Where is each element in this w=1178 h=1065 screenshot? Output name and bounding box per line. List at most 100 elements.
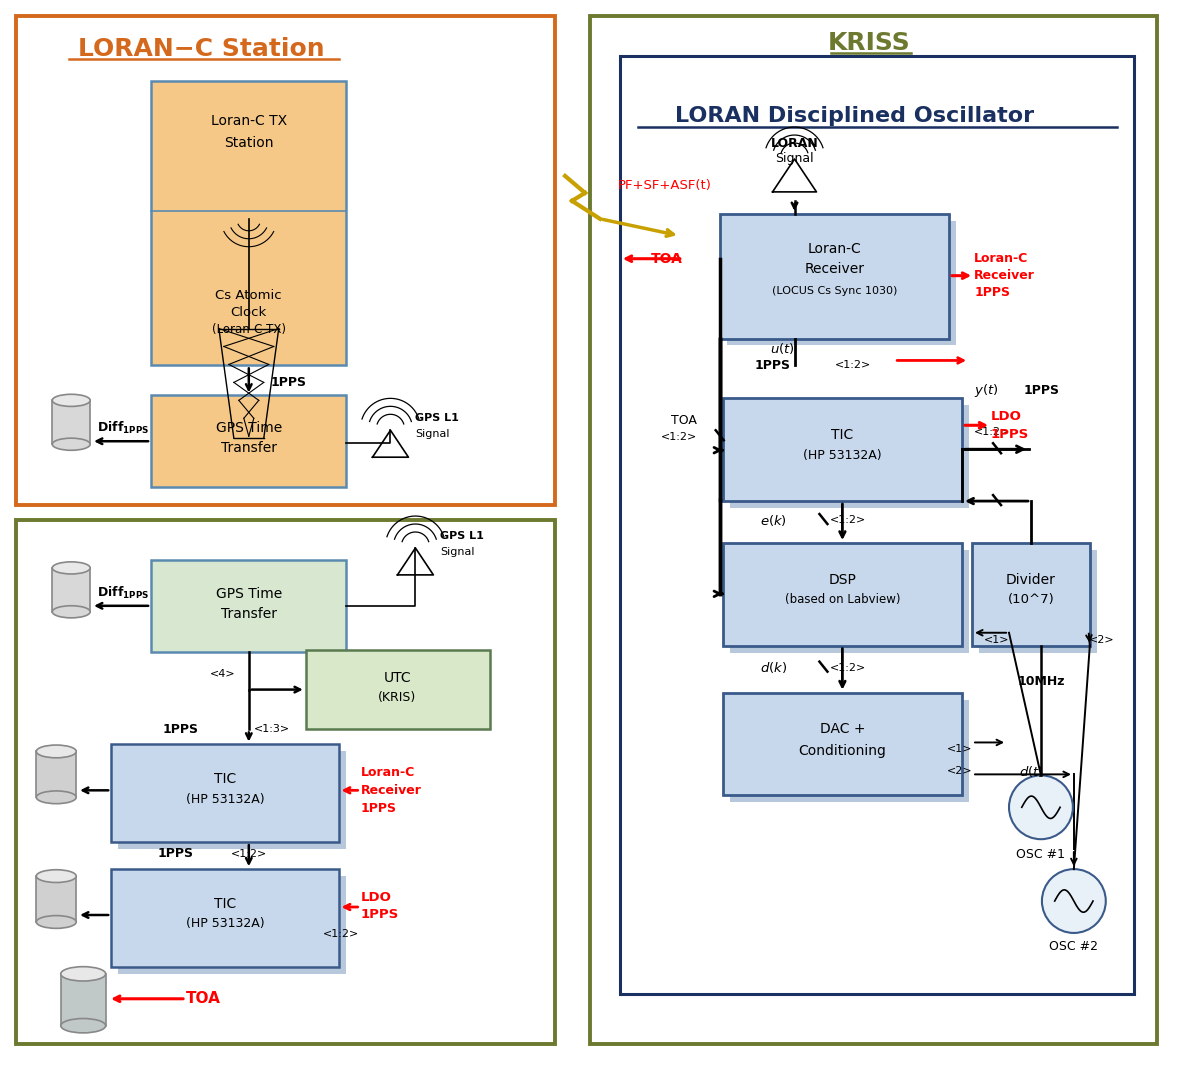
- Text: LORAN Disciplined Oscillator: LORAN Disciplined Oscillator: [675, 106, 1034, 126]
- Text: <1>: <1>: [947, 744, 972, 754]
- Text: (based on Labview): (based on Labview): [785, 593, 900, 606]
- Text: $e(k)$: $e(k)$: [760, 512, 787, 527]
- FancyBboxPatch shape: [722, 543, 962, 645]
- Text: Diff$_\mathregular{1PPS}$: Diff$_\mathregular{1PPS}$: [97, 585, 150, 601]
- Text: (Loran-C TX): (Loran-C TX): [212, 323, 286, 337]
- Text: (HP 53132A): (HP 53132A): [803, 448, 881, 462]
- FancyBboxPatch shape: [151, 81, 345, 365]
- Text: DAC +: DAC +: [820, 722, 865, 737]
- Text: 1PPS: 1PPS: [360, 802, 397, 815]
- Polygon shape: [52, 400, 91, 444]
- Text: UTC: UTC: [384, 671, 411, 685]
- Text: 1PPS: 1PPS: [360, 908, 399, 921]
- Text: Receiver: Receiver: [805, 262, 865, 276]
- Ellipse shape: [37, 746, 77, 758]
- Polygon shape: [37, 876, 77, 922]
- FancyBboxPatch shape: [590, 16, 1157, 1044]
- Text: <1>: <1>: [984, 635, 1010, 644]
- Ellipse shape: [52, 394, 91, 407]
- Text: TIC: TIC: [213, 897, 236, 911]
- Text: (HP 53132A): (HP 53132A): [186, 792, 264, 806]
- Text: (10^7): (10^7): [1007, 593, 1054, 606]
- Ellipse shape: [61, 1018, 106, 1033]
- FancyBboxPatch shape: [620, 56, 1133, 994]
- Text: GPS Time: GPS Time: [216, 422, 282, 436]
- Text: <1:2>: <1:2>: [661, 432, 696, 442]
- FancyBboxPatch shape: [151, 395, 345, 487]
- FancyBboxPatch shape: [720, 214, 949, 339]
- Text: $d(k)$: $d(k)$: [760, 660, 787, 675]
- FancyBboxPatch shape: [305, 650, 490, 730]
- Text: Signal: Signal: [441, 547, 475, 557]
- Text: LDO: LDO: [360, 890, 391, 903]
- Text: PF+SF+ASF(t): PF+SF+ASF(t): [618, 179, 712, 193]
- Text: 1PPS: 1PPS: [1024, 383, 1060, 397]
- FancyBboxPatch shape: [111, 744, 338, 842]
- FancyBboxPatch shape: [729, 700, 969, 802]
- Polygon shape: [52, 568, 91, 611]
- Text: $y(t)$: $y(t)$: [974, 382, 999, 399]
- Text: $u(t)$: $u(t)$: [769, 341, 794, 356]
- Text: TIC: TIC: [832, 428, 854, 442]
- FancyBboxPatch shape: [979, 550, 1097, 653]
- Text: TOA: TOA: [186, 992, 220, 1006]
- Text: <1:2>: <1:2>: [829, 515, 866, 525]
- Polygon shape: [37, 752, 77, 798]
- Text: Cs Atomic: Cs Atomic: [216, 289, 282, 302]
- Text: TIC: TIC: [213, 772, 236, 786]
- Text: 10MHz: 10MHz: [1017, 675, 1065, 688]
- Text: DSP: DSP: [828, 573, 856, 587]
- FancyBboxPatch shape: [972, 543, 1090, 645]
- Text: Divider: Divider: [1006, 573, 1055, 587]
- Text: Receiver: Receiver: [360, 784, 422, 797]
- Ellipse shape: [37, 916, 77, 929]
- Ellipse shape: [37, 791, 77, 804]
- Text: GPS L1: GPS L1: [441, 531, 484, 541]
- Text: Transfer: Transfer: [220, 441, 277, 455]
- Text: Diff$_\mathregular{1PPS}$: Diff$_\mathregular{1PPS}$: [97, 421, 150, 437]
- Ellipse shape: [52, 606, 91, 618]
- FancyBboxPatch shape: [118, 752, 345, 849]
- Text: (KRIS): (KRIS): [378, 691, 417, 704]
- FancyBboxPatch shape: [729, 406, 969, 508]
- Text: <4>: <4>: [210, 669, 236, 678]
- Text: OSC #2: OSC #2: [1050, 940, 1098, 953]
- Text: GPS Time: GPS Time: [216, 587, 282, 601]
- Text: LORAN: LORAN: [770, 136, 819, 149]
- Text: Loran-C: Loran-C: [808, 242, 861, 256]
- Text: 1PPS: 1PPS: [163, 723, 199, 736]
- Text: 1PPS: 1PPS: [158, 847, 194, 859]
- Text: Transfer: Transfer: [220, 607, 277, 621]
- Text: LORAN−C Station: LORAN−C Station: [78, 37, 324, 62]
- Text: (LOCUS Cs Sync 1030): (LOCUS Cs Sync 1030): [772, 285, 898, 296]
- Text: 1PPS: 1PPS: [755, 359, 790, 372]
- Polygon shape: [61, 973, 106, 1026]
- FancyBboxPatch shape: [151, 560, 345, 652]
- Text: Signal: Signal: [775, 152, 814, 165]
- FancyBboxPatch shape: [118, 876, 345, 973]
- Text: Loran-C: Loran-C: [360, 766, 415, 779]
- Text: <1:2>: <1:2>: [834, 360, 871, 371]
- Text: <1:2>: <1:2>: [323, 929, 359, 939]
- Text: Conditioning: Conditioning: [799, 744, 886, 758]
- Ellipse shape: [37, 870, 77, 883]
- Circle shape: [1041, 869, 1106, 933]
- Text: <1:2>: <1:2>: [829, 662, 866, 673]
- Text: LDO: LDO: [991, 410, 1023, 423]
- Ellipse shape: [61, 967, 106, 981]
- Text: <2>: <2>: [946, 767, 972, 776]
- Text: Clock: Clock: [231, 306, 267, 320]
- Text: Receiver: Receiver: [974, 269, 1035, 282]
- Text: <2>: <2>: [1088, 635, 1114, 644]
- Text: TOA: TOA: [670, 414, 696, 427]
- Text: <1:2>: <1:2>: [231, 849, 267, 859]
- Text: Station: Station: [224, 136, 273, 150]
- Text: 1PPS: 1PPS: [991, 428, 1030, 441]
- Text: OSC #1: OSC #1: [1017, 848, 1065, 861]
- Ellipse shape: [52, 438, 91, 450]
- Ellipse shape: [52, 562, 91, 574]
- Text: (HP 53132A): (HP 53132A): [186, 917, 264, 931]
- FancyBboxPatch shape: [16, 16, 555, 505]
- Text: GPS L1: GPS L1: [416, 413, 459, 423]
- FancyBboxPatch shape: [111, 869, 338, 967]
